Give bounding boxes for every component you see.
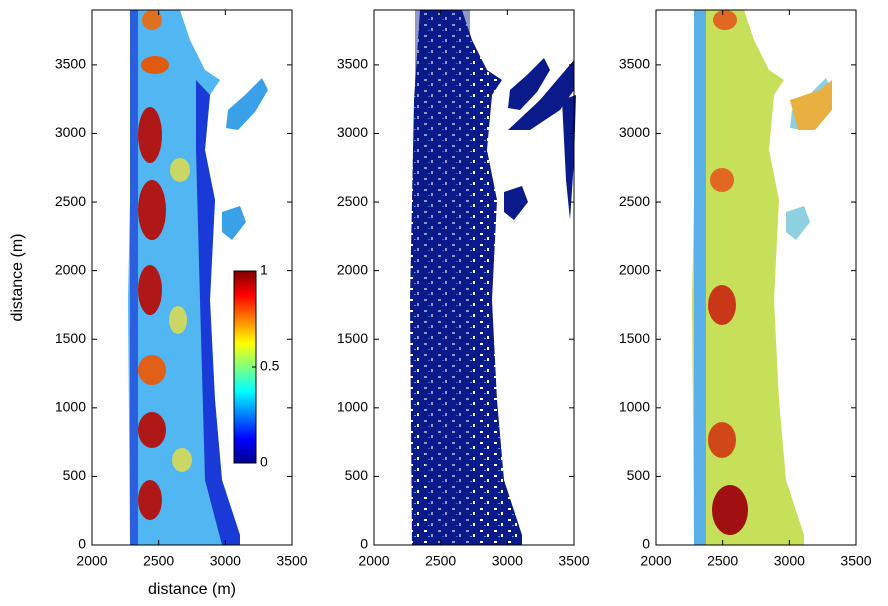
- y-tick-label: 2500: [55, 193, 86, 209]
- y-tick-label: 500: [627, 467, 651, 483]
- y-tick-label: 0: [360, 536, 368, 552]
- colorbar-tick-label: 0: [260, 454, 268, 470]
- y-tick-label: 1500: [619, 330, 650, 346]
- y-tick-label: 3500: [619, 56, 650, 72]
- x-tick-label: 2500: [143, 553, 174, 569]
- x-tick-label: 3500: [558, 553, 589, 569]
- y-tick-label: 2000: [337, 261, 368, 277]
- y-tick-label: 1000: [55, 399, 86, 415]
- y-tick-label: 0: [78, 536, 86, 552]
- y-tick-label: 500: [345, 467, 369, 483]
- y-tick-label: 2500: [337, 193, 368, 209]
- field-image: [128, 10, 832, 545]
- y-tick-label: 1000: [619, 399, 650, 415]
- y-tick-label: 3500: [55, 56, 86, 72]
- y-tick-label: 2500: [619, 193, 650, 209]
- y-axis-label: distance (m): [9, 233, 26, 321]
- x-tick-label: 3000: [210, 553, 241, 569]
- x-tick-label: 2000: [640, 553, 671, 569]
- y-tick-label: 3000: [337, 124, 368, 140]
- colorbar-tick-label: 1: [260, 262, 268, 278]
- x-tick-label: 2500: [425, 553, 456, 569]
- y-tick-label: 0: [642, 536, 650, 552]
- axes-frame: [373, 9, 575, 546]
- y-tick-label: 1500: [337, 330, 368, 346]
- y-tick-label: 3000: [55, 124, 86, 140]
- axes-frame: [91, 9, 293, 546]
- y-tick-label: 1500: [55, 330, 86, 346]
- x-tick-label: 2500: [707, 553, 738, 569]
- x-tick-label: 3500: [276, 553, 307, 569]
- y-tick-label: 2000: [619, 261, 650, 277]
- x-tick-label: 2000: [358, 553, 389, 569]
- y-tick-label: 1000: [337, 399, 368, 415]
- x-tick-label: 3500: [840, 553, 871, 569]
- x-tick-label: 3000: [774, 553, 805, 569]
- x-tick-label: 3000: [492, 553, 523, 569]
- y-tick-label: 3500: [337, 56, 368, 72]
- y-tick-label: 500: [63, 467, 87, 483]
- colorbar-tick-label: 0.5: [260, 358, 280, 374]
- axes-frame: [655, 9, 857, 546]
- x-axis-label: distance (m): [148, 581, 236, 598]
- y-tick-label: 2000: [55, 261, 86, 277]
- y-tick-label: 3000: [619, 124, 650, 140]
- x-tick-label: 2000: [76, 553, 107, 569]
